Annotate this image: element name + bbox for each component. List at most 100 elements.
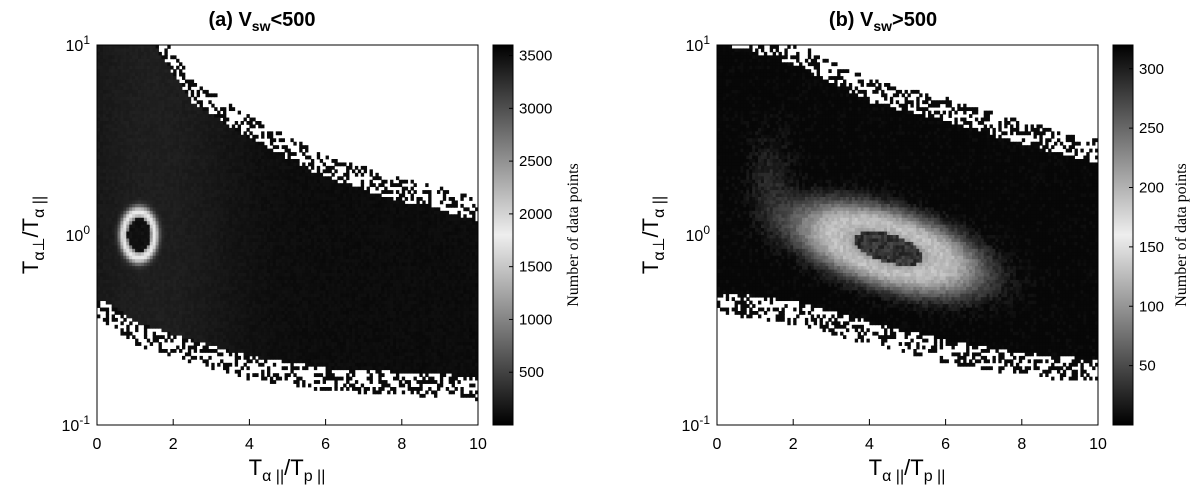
heatmap-cell [231,252,236,257]
heatmap-cell [111,228,115,232]
heatmap-cell [196,138,200,143]
heatmap-cell [132,117,136,122]
heatmap-cell [290,235,294,239]
heatmap-cell [135,155,139,160]
heatmap-cell [264,162,268,167]
heatmap-cell [173,262,177,267]
heatmap-cell [97,245,101,250]
heatmap-cell [196,124,200,129]
heatmap-cell [120,283,124,288]
heatmap-cell [105,259,110,264]
heatmap-cell [179,252,183,257]
heatmap-cell [132,286,136,291]
heatmap-cell [252,297,256,302]
heatmap-cell [290,293,294,298]
heatmap-cell [170,231,174,236]
heatmap-cell [290,259,294,264]
heatmap-cell [149,286,154,291]
heatmap-cell [255,338,259,343]
heatmap-cell [293,214,297,219]
heatmap-cell [258,342,262,346]
heatmap-cell [234,369,239,374]
heatmap-cell [126,145,130,150]
heatmap-cell [167,307,171,312]
heatmap-cell [173,214,177,219]
heatmap-cell [179,255,183,260]
heatmap-cell [126,45,130,49]
heatmap-cell [228,283,233,288]
heatmap-cell [187,186,192,191]
heatmap-cell [138,210,142,215]
heatmap-cell [246,304,250,308]
heatmap-cell [149,121,154,125]
heatmap-cell [120,252,124,257]
heatmap-cell [272,207,277,212]
heatmap-cell [196,300,200,305]
heatmap-cell [143,100,148,105]
heatmap-cell [205,197,209,201]
heatmap-cell [246,162,250,167]
heatmap-cell [205,349,209,353]
heatmap-cell [231,255,236,260]
heatmap-cell [266,159,271,163]
heatmap-cell [272,293,277,298]
heatmap-cell [105,210,110,215]
heatmap-cell [170,117,174,122]
heatmap-cell [246,255,250,260]
heatmap-cell [290,352,294,357]
heatmap-cell [155,317,159,322]
heatmap-cell [217,331,221,336]
heatmap-cell [284,276,288,281]
heatmap-cell [114,255,118,260]
heatmap-cell [246,224,250,229]
heatmap-cell [138,266,142,270]
heatmap-cell [97,241,101,246]
heatmap-cell [228,214,233,219]
heatmap-cell [278,241,283,246]
heatmap-cell [211,172,215,177]
heatmap-cell [211,252,215,257]
heatmap-cell [140,293,145,298]
heatmap-cell [243,279,247,284]
heatmap-cell [170,197,174,201]
heatmap-cell [217,314,221,319]
heatmap-cell [228,342,233,346]
heatmap-cell [223,110,227,115]
heatmap-cell [193,238,198,243]
heatmap-cell [143,200,148,205]
heatmap-cell [152,83,157,87]
heatmap-cell [108,279,113,284]
heatmap-cell [237,134,242,139]
heatmap-cell [275,352,280,357]
heatmap-cell [170,121,174,125]
heatmap-cell [266,279,271,284]
heatmap-cell [266,155,271,160]
heatmap-cell [155,207,159,212]
heatmap-cell [161,138,165,143]
heatmap-cell [140,269,145,274]
heatmap-cell [143,286,148,291]
heatmap-cell [184,245,189,250]
heatmap-cell [234,241,239,246]
heatmap-cell [293,152,297,156]
heatmap-cell [214,349,218,353]
heatmap-cell [258,159,262,163]
heatmap-cell [120,83,124,87]
heatmap-cell [184,190,189,194]
heatmap-cell [120,269,124,274]
heatmap-cell [149,342,154,346]
heatmap-cell [202,200,206,205]
heatmap-cell [190,293,195,298]
heatmap-cell [187,165,192,170]
heatmap-cell [176,190,180,194]
heatmap-cell [214,255,218,260]
heatmap-cell [108,290,113,295]
heatmap-cell [138,127,142,132]
heatmap-cell [190,186,195,191]
heatmap-cell [114,273,118,277]
heatmap-cell [108,96,113,101]
heatmap-cell [173,141,177,146]
heatmap-cell [181,245,186,250]
heatmap-cell [108,207,113,212]
heatmap-cell [176,89,180,94]
